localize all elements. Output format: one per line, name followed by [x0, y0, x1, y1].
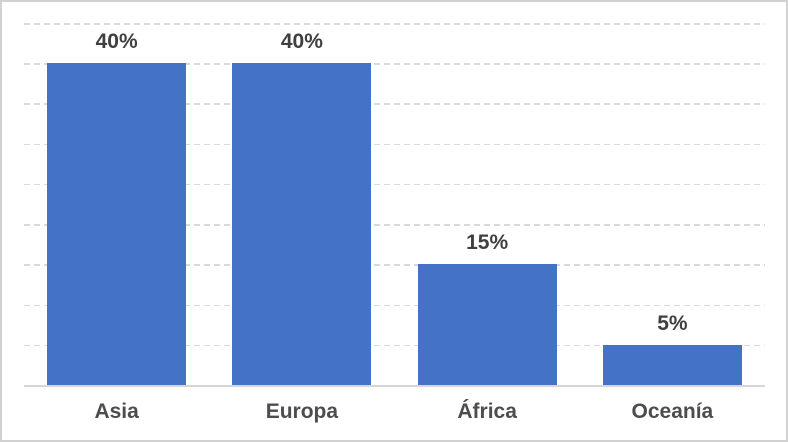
bar-value-label: 40%: [280, 30, 323, 54]
gridline: [24, 143, 765, 146]
category-label-asia: Asia: [94, 400, 139, 423]
category-label-oceania: Oceanía: [631, 400, 714, 423]
bar-value-label: 5%: [657, 311, 688, 335]
gridline: [24, 344, 765, 347]
bar-asia: [47, 63, 187, 385]
gridline: [24, 304, 765, 307]
gridline: [24, 23, 765, 25]
gridline: [24, 264, 765, 266]
bar-value-label: 40%: [95, 30, 138, 54]
bar-africa: [417, 264, 557, 385]
gridline: [24, 183, 765, 186]
gridline: [24, 103, 765, 105]
x-axis-line: [24, 385, 765, 387]
gridline: [24, 224, 765, 226]
bar-value-label: 15%: [466, 231, 509, 255]
gridline: [24, 63, 765, 65]
category-label-africa: África: [457, 400, 517, 423]
category-label-europa: Europa: [265, 400, 339, 423]
bar-oceania: [602, 344, 742, 385]
bar-europa: [232, 63, 372, 385]
